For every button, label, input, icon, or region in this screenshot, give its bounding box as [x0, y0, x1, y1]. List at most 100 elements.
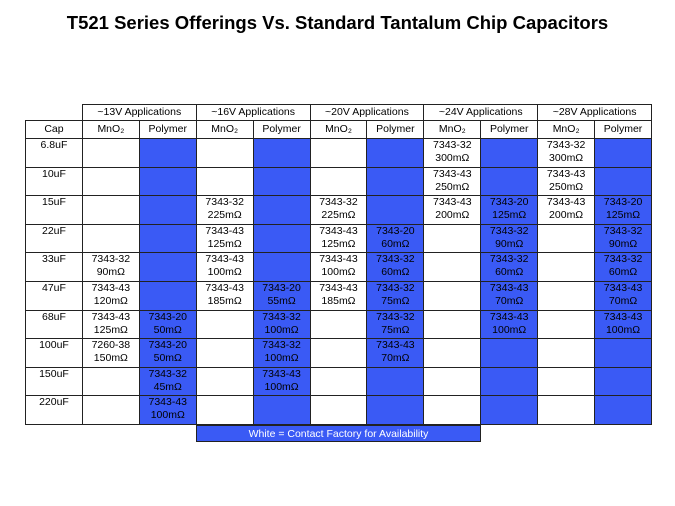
data-row: 100uF 7260-38 150mΩ 7343-20 50mΩ 7343-32 100mΩ… — [25, 338, 652, 368]
table-cell: 7343-32 75mΩ — [366, 280, 425, 311]
esr: 300mΩ — [435, 152, 470, 164]
table-cell — [309, 138, 368, 168]
esr: 125mΩ — [605, 209, 641, 222]
data-row: 22uF 7343-43 125mΩ 7343-43 125mΩ 7343-20 60mΩ 7… — [25, 223, 652, 254]
table-cell — [423, 338, 482, 368]
case-code: 7343-43 — [433, 167, 472, 180]
table-cell — [594, 366, 652, 397]
esr: 100mΩ — [207, 266, 242, 279]
esr: 300mΩ — [549, 152, 584, 164]
case-code: 7343-43 — [262, 367, 301, 380]
esr: 100mΩ — [321, 266, 356, 279]
table-cell: 7343-32 225mΩ — [309, 195, 368, 225]
table-cell — [252, 195, 311, 225]
column-header: MnO₂ — [537, 120, 596, 139]
case-code: 7343-32 — [376, 253, 415, 266]
table-cell: 7343-43 250mΩ — [537, 166, 596, 197]
table-cell: 7343-32 225mΩ — [195, 195, 254, 225]
esr: 75mΩ — [381, 294, 410, 307]
esr: 150mΩ — [93, 352, 128, 365]
table-cell — [195, 309, 254, 340]
table-cell — [594, 338, 652, 368]
table-cell — [366, 366, 425, 397]
table-cell: 7343-20 50mΩ — [138, 309, 197, 340]
esr: 90mΩ — [608, 237, 638, 250]
data-row: 6.8uF 7343-32 300mΩ 7343-32 300mΩ — [25, 138, 652, 168]
case-code: 7343-43 — [489, 281, 529, 294]
case-code: 7343-43 — [603, 310, 643, 323]
esr: 125mΩ — [207, 237, 242, 250]
table-cell — [480, 338, 539, 368]
esr: 55mΩ — [267, 294, 296, 307]
case-code: 7343-43 — [319, 253, 358, 266]
table-cell: 7343-43 185mΩ — [195, 280, 254, 311]
table-cell: 7343-32 45mΩ — [138, 366, 197, 397]
case-code: 7343-32 — [546, 139, 586, 151]
column-header: Polymer — [138, 120, 197, 139]
offerings-table: ~13V Applications ~16V Applications ~20V A… — [25, 104, 652, 425]
table-cell: 7343-43 125mΩ — [195, 223, 254, 254]
table-cell — [537, 395, 596, 425]
case-code: 7343-32 — [148, 367, 188, 380]
table-cell — [423, 395, 482, 425]
esr: 70mΩ — [495, 294, 524, 307]
column-header: Polymer — [366, 120, 425, 139]
esr: 250mΩ — [435, 180, 470, 193]
case-code: 7343-32 — [376, 310, 415, 323]
esr: 90mΩ — [96, 266, 125, 279]
group-header-row: ~13V Applications ~16V Applications ~20V A… — [26, 104, 652, 121]
case-code: 7343-20 — [262, 281, 301, 294]
table-cell — [138, 223, 197, 254]
case-code: 7343-32 — [376, 281, 415, 294]
case-code: 7343-43 — [603, 281, 643, 294]
table-cell — [309, 395, 368, 425]
cap-cell: 33uF — [25, 252, 83, 282]
table-cell: 7343-32 90mΩ — [81, 252, 140, 282]
table-cell: 7260-38 150mΩ — [81, 338, 140, 368]
case-code: 7343-43 — [489, 310, 529, 323]
table-cell: 7343-20 60mΩ — [366, 223, 425, 254]
esr: 100mΩ — [492, 323, 527, 336]
case-code: 7343-32 — [489, 224, 529, 237]
esr: 100mΩ — [264, 323, 299, 336]
esr: 100mΩ — [264, 380, 299, 393]
esr: 60mΩ — [495, 266, 524, 279]
column-header: MnO₂ — [81, 120, 140, 139]
table-cell: 7343-43 70mΩ — [480, 280, 539, 311]
table-cell — [81, 138, 140, 168]
case-code: 7343-43 — [433, 196, 472, 209]
case-code: 7343-43 — [546, 196, 586, 209]
esr: 90mΩ — [495, 237, 524, 250]
table-cell: 7343-32 300mΩ — [423, 138, 482, 168]
esr: 120mΩ — [93, 294, 128, 307]
table-cell — [537, 309, 596, 340]
footnote: White = Contact Factory for Availability — [196, 425, 481, 442]
group-header: ~28V Applications — [537, 104, 652, 121]
esr: 125mΩ — [492, 209, 527, 222]
cap-cell: 220uF — [25, 395, 83, 425]
table-cell — [366, 166, 425, 197]
table-cell — [366, 195, 425, 225]
case-code: 7343-43 — [376, 339, 415, 352]
table-cell: 7343-20 55mΩ — [252, 280, 311, 311]
table-cell: 7343-43 250mΩ — [423, 166, 482, 197]
case-code: 7343-32 — [319, 196, 358, 209]
esr: 70mΩ — [381, 352, 410, 365]
case-code: 7343-43 — [91, 310, 131, 323]
esr: 100mΩ — [150, 409, 185, 422]
esr: 70mΩ — [608, 294, 638, 307]
table-cell — [537, 338, 596, 368]
esr: 50mΩ — [153, 323, 182, 336]
esr: 100mΩ — [605, 323, 641, 336]
table-cell: 7343-43 100mΩ — [594, 309, 652, 340]
column-header: MnO₂ — [423, 120, 482, 139]
table-cell — [81, 195, 140, 225]
case-code: 7343-32 — [489, 253, 529, 266]
esr: 60mΩ — [381, 237, 410, 250]
case-code: 7343-32 — [603, 224, 643, 237]
esr: 200mΩ — [435, 209, 470, 222]
data-row: 15uF 7343-32 225mΩ 7343-32 225mΩ 7343-43 200mΩ… — [25, 195, 652, 225]
case-code: 7343-32 — [262, 339, 301, 352]
table-cell: 7343-32 90mΩ — [480, 223, 539, 254]
cap-cell: 150uF — [25, 366, 83, 397]
